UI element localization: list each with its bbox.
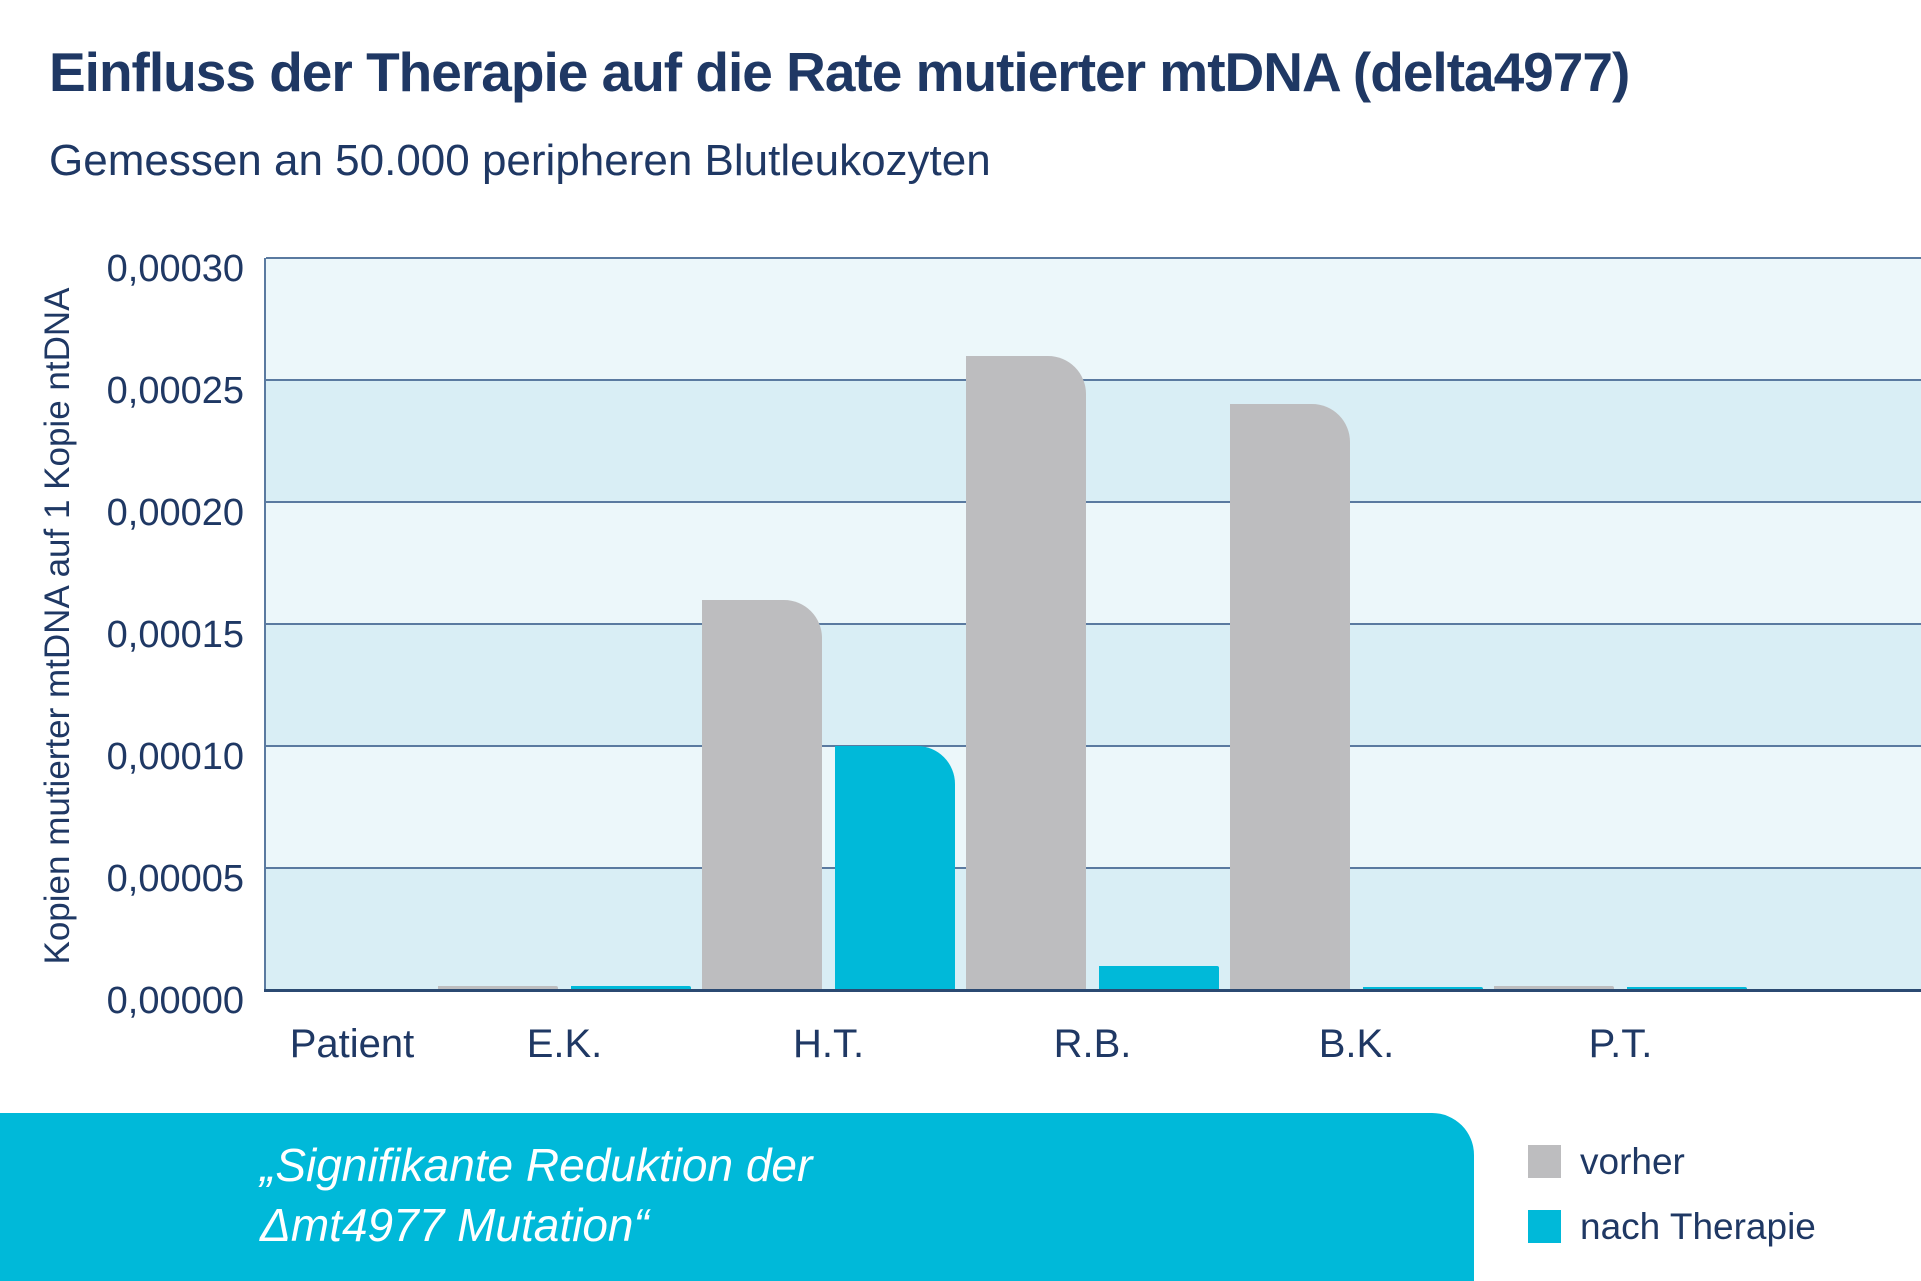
gridline <box>266 257 1921 259</box>
plot-band <box>266 624 1921 746</box>
bar-nach-therapie-bk <box>1363 987 1483 990</box>
quote-text: „Signifikante Reduktion der Δmt4977 Muta… <box>260 1135 812 1255</box>
plot-band <box>266 258 1921 380</box>
plot-band <box>266 380 1921 502</box>
gridline <box>266 867 1921 869</box>
quote-line-2: Δmt4977 Mutation“ <box>260 1199 649 1251</box>
legend-swatch-nach-therapie <box>1528 1210 1561 1243</box>
legend-label: nach Therapie <box>1580 1205 1816 1247</box>
legend-row: nach Therapie <box>1528 1206 1816 1247</box>
x-axis-header: Patient <box>289 1022 415 1066</box>
y-tick-label: 0,00010 <box>106 736 244 778</box>
plot-band <box>266 502 1921 624</box>
x-axis-labels: Patient E.K. H.T. R.B. B.K. P.T. <box>266 1022 1921 1074</box>
x-tick-label: H.T. <box>792 1022 865 1066</box>
y-axis-line <box>264 258 266 990</box>
x-tick-label: P.T. <box>1588 1022 1653 1066</box>
x-tick-label: B.K. <box>1318 1022 1395 1066</box>
bar-nach-therapie-rb <box>1099 966 1219 990</box>
plot-area <box>264 257 1921 992</box>
x-axis-line <box>264 989 1921 992</box>
y-tick-label: 0,00005 <box>106 858 244 900</box>
chart-subtitle: Gemessen an 50.000 peripheren Blutleukoz… <box>49 136 991 185</box>
plot-band <box>266 746 1921 868</box>
gridline <box>266 623 1921 625</box>
bar-vorher-rb <box>966 356 1086 990</box>
bar-nach-therapie-ek <box>571 986 691 990</box>
legend-label: vorher <box>1580 1140 1685 1182</box>
bar-nach-therapie-ht <box>835 746 955 990</box>
gridline <box>266 379 1921 381</box>
y-tick-label: 0,00020 <box>106 492 244 534</box>
bar-vorher-bk <box>1230 404 1350 990</box>
y-axis-title: Kopien mutierter mtDNA auf 1 Kopie ntDNA <box>38 287 77 965</box>
plot-band <box>266 868 1921 990</box>
gridline <box>266 501 1921 503</box>
bar-vorher-pt <box>1494 986 1614 990</box>
bar-nach-therapie-pt <box>1627 987 1747 990</box>
y-tick-label: 0,00000 <box>106 980 244 1022</box>
bar-vorher-ht <box>702 600 822 990</box>
x-tick-label: R.B. <box>1053 1022 1132 1066</box>
legend-row: vorher <box>1528 1141 1685 1182</box>
bar-vorher-ek <box>438 986 558 990</box>
quote-line-1: „Signifikante Reduktion der <box>260 1139 813 1191</box>
y-tick-label: 0,00030 <box>106 248 244 290</box>
legend-swatch-vorher <box>1528 1145 1561 1178</box>
y-tick-label: 0,00015 <box>106 614 244 656</box>
gridline <box>266 745 1921 747</box>
quote-banner: „Signifikante Reduktion der Δmt4977 Muta… <box>0 1113 1474 1281</box>
x-tick-label: E.K. <box>526 1022 603 1066</box>
y-tick-label: 0,00025 <box>106 370 244 412</box>
chart-title: Einfluss der Therapie auf die Rate mutie… <box>49 41 1630 103</box>
